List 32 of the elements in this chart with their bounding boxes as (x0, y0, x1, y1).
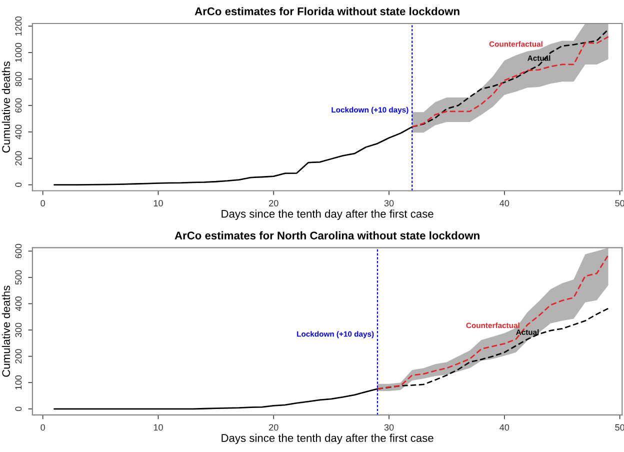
y-tick-label: 200 (15, 151, 22, 166)
x-tick-label: 50 (615, 424, 624, 431)
y-tick-label: 1200 (15, 16, 22, 36)
y-tick-label: 300 (15, 322, 22, 338)
x-tick-label: 0 (40, 200, 45, 206)
y-tick-label: 0 (15, 406, 22, 412)
x-tick-label: 10 (154, 200, 163, 206)
x-tick-label: 10 (154, 424, 163, 431)
y-tick-label: 800 (15, 72, 22, 86)
y-tick-label: 400 (15, 296, 22, 312)
x-axis-title: Days since the tenth day after the first case (222, 434, 434, 444)
x-tick-label: 40 (500, 424, 510, 431)
x-tick-label: 0 (40, 424, 45, 431)
y-tick-label: 500 (15, 270, 22, 285)
x-tick-label: 20 (269, 424, 278, 431)
chart-title: ArCo estimates for North Carolina without state lockdown (174, 231, 480, 240)
y-axis-title: Cumulative deaths (2, 286, 10, 377)
x-tick-label: 20 (269, 200, 278, 206)
y-tick-label: 600 (15, 244, 22, 258)
x-tick-label: 30 (384, 424, 394, 431)
y-tick-label: 100 (15, 375, 22, 390)
y-tick-label: 0 (15, 182, 22, 187)
x-tick-label: 30 (384, 200, 394, 206)
chart-title: ArCo estimates for Florida without state lockdown (194, 7, 460, 16)
x-tick-label: 40 (500, 200, 510, 206)
y-axis-title: Cumulative deaths (2, 62, 10, 153)
x-tick-label: 50 (615, 200, 624, 206)
y-tick-label: 1000 (15, 42, 22, 62)
y-tick-label: 200 (15, 349, 22, 364)
y-tick-label: 400 (15, 124, 22, 140)
y-tick-label: 600 (15, 98, 22, 113)
x-axis-title: Days since the tenth day after the first case (222, 210, 434, 220)
